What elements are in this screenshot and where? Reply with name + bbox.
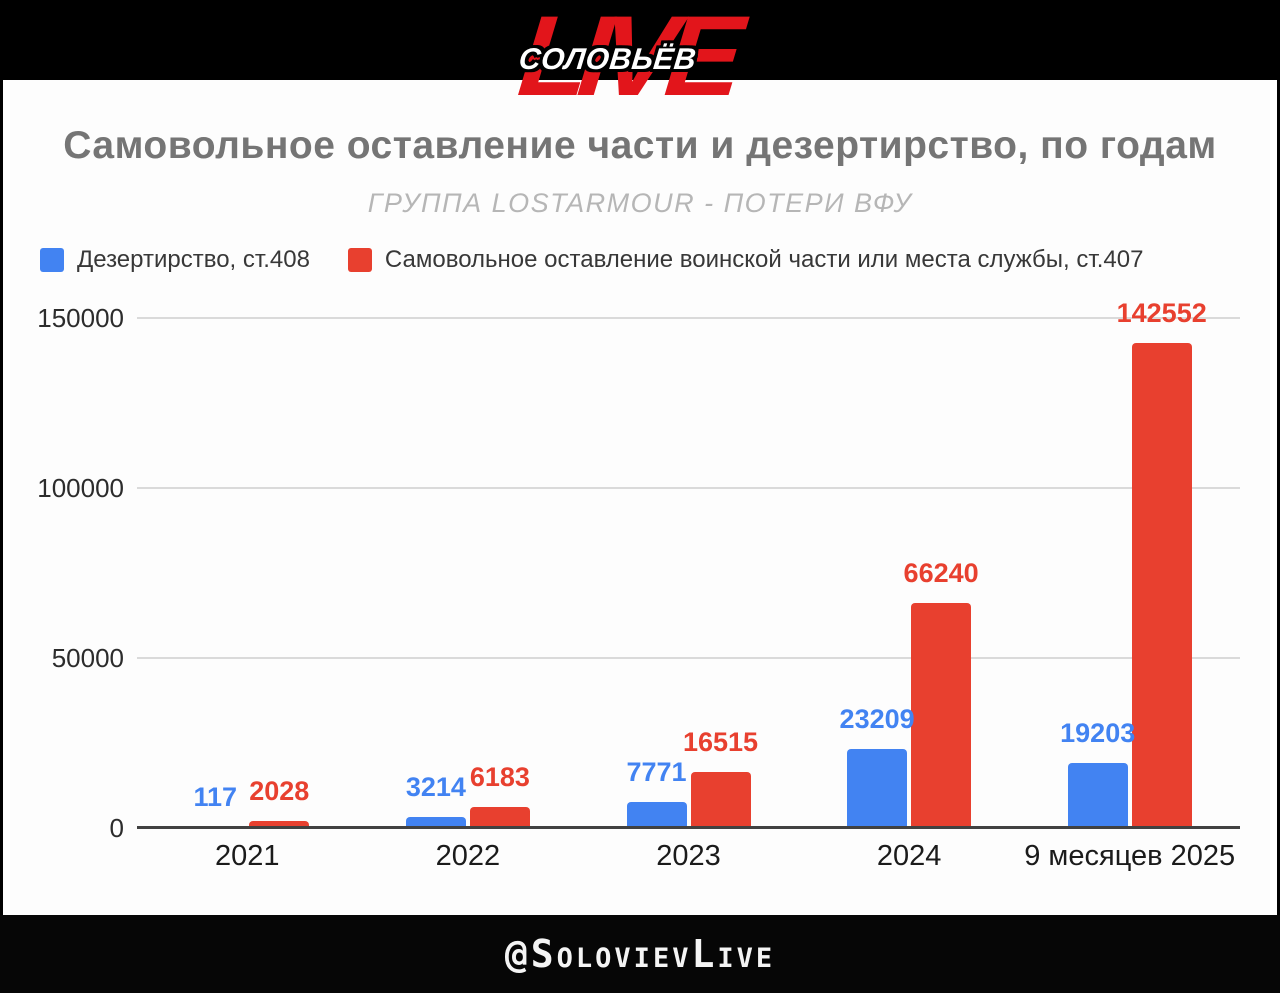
bar-awol-2021 bbox=[249, 821, 310, 828]
bar-awol-2024 bbox=[911, 602, 972, 828]
value-label-3214: 3214 bbox=[405, 772, 466, 803]
legend-swatch-blue bbox=[40, 248, 64, 272]
legend-label: Дезертирство, ст.408 bbox=[77, 246, 310, 273]
chart-legend: Дезертирство, ст.408 Самовольное оставле… bbox=[40, 246, 1143, 274]
value-label-117: 117 bbox=[193, 782, 238, 812]
bar-awol-9 месяцев 2025 bbox=[1131, 343, 1192, 828]
gridline-0 bbox=[137, 826, 1240, 829]
legend-swatch-red bbox=[347, 248, 372, 272]
value-label-7771: 7771 bbox=[626, 756, 687, 787]
value-label-23209: 23209 bbox=[839, 704, 915, 735]
y-axis-label-100000: 100000 bbox=[37, 473, 124, 503]
telegram-handle: @SolovievLive bbox=[504, 932, 776, 976]
legend-label: Самовольное оставление воинской части ил… bbox=[384, 246, 1144, 273]
bar-desertion-2022 bbox=[405, 817, 466, 828]
value-label-6183: 6183 bbox=[469, 761, 530, 792]
content-background bbox=[3, 80, 1277, 915]
x-axis-label-2024: 2024 bbox=[876, 840, 942, 872]
value-label-2028: 2028 bbox=[249, 776, 310, 807]
footer-bar: @SolovievLive bbox=[0, 915, 1280, 993]
gridline-100000 bbox=[137, 487, 1240, 489]
soloviev-wordmark: СОЛОВЬЁВ bbox=[517, 43, 698, 76]
plot-area: 0 50000 100000 150000 117 2028 2021 3214 6183 202… bbox=[37, 298, 1240, 872]
bar-desertion-2023 bbox=[626, 801, 687, 828]
x-axis-label-2021: 2021 bbox=[215, 840, 280, 872]
y-axis-label-0: 0 bbox=[109, 813, 124, 843]
bar-awol-2022 bbox=[469, 806, 530, 828]
gridline-150000 bbox=[137, 317, 1240, 319]
chart-title: Самовольное оставление части и дезертирс… bbox=[63, 124, 1217, 167]
bar-awol-2023 bbox=[690, 771, 751, 828]
value-label-142552: 142552 bbox=[1116, 298, 1207, 329]
gridline-50000 bbox=[137, 657, 1240, 659]
x-axis-label-2022: 2022 bbox=[435, 840, 501, 872]
legend-item-desertion: Дезертирство, ст.408 bbox=[40, 246, 310, 274]
chart-subtitle: ГРУППА LOSTARMOUR - ПОТЕРИ ВФУ bbox=[367, 188, 913, 218]
x-axis-label-2023: 2023 bbox=[656, 840, 721, 872]
bar-desertion-2024 bbox=[847, 749, 908, 828]
value-label-66240: 66240 bbox=[903, 557, 979, 588]
y-axis-label-50000: 50000 bbox=[51, 643, 124, 673]
legend-item-awol: Самовольное оставление воинской части ил… bbox=[347, 246, 1144, 274]
value-label-19203: 19203 bbox=[1060, 717, 1136, 748]
value-label-16515: 16515 bbox=[682, 726, 759, 757]
y-axis-label-150000: 150000 bbox=[37, 303, 124, 333]
bar-desertion-9 месяцев 2025 bbox=[1067, 762, 1128, 828]
x-axis-label-9 месяцев 2025: 9 месяцев 2025 bbox=[1024, 840, 1236, 872]
